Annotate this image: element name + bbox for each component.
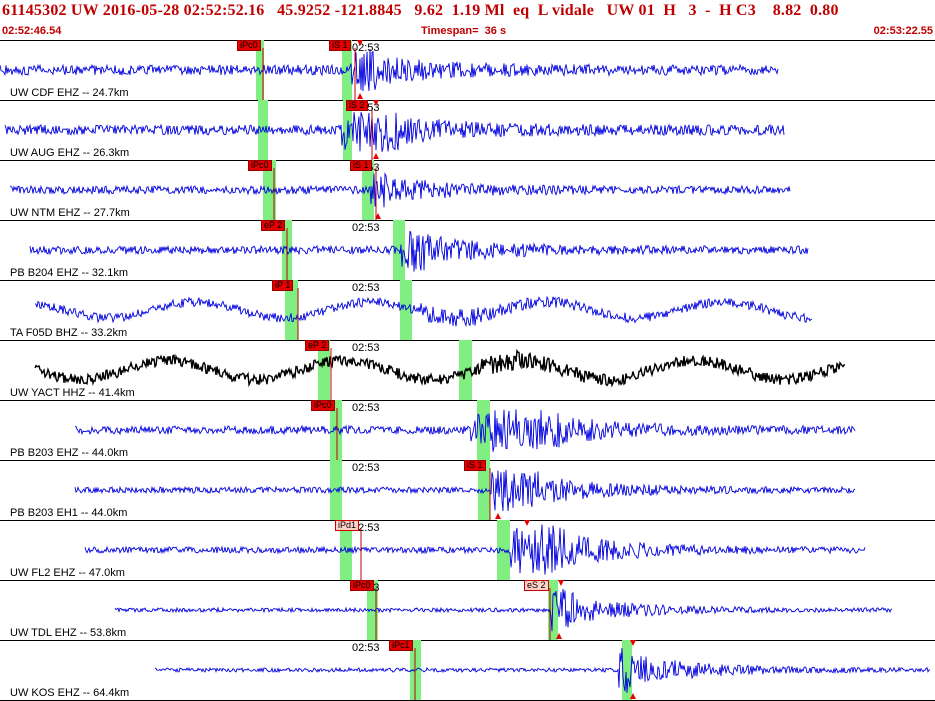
trace-panel[interactable]: 02:53 eP 2 PB B204 EHZ -- 32.1km — [0, 220, 935, 281]
waveform-trace[interactable] — [34, 348, 846, 388]
station-label: TA F05D BHZ -- 33.2km — [10, 327, 128, 339]
station-label: PB B204 EHZ -- 32.1km — [10, 267, 128, 279]
pick-triangle-icon — [558, 580, 564, 586]
trace-canvas — [74, 400, 856, 460]
minute-marker: 02:53 — [352, 462, 380, 474]
station-label: UW NTM EHZ -- 27.7km — [10, 207, 130, 219]
event-header: 61145302 UW 2016-05-28 02:52:52.16 45.92… — [0, 0, 935, 41]
station-label: UW YACT HHZ -- 41.4km — [10, 387, 135, 399]
pick-triangle-icon — [630, 693, 636, 699]
trace-canvas — [4, 100, 785, 160]
trace-canvas — [74, 460, 856, 520]
minute-marker: 02:53 — [352, 402, 380, 414]
pick-window — [285, 280, 298, 340]
waveform-trace[interactable] — [74, 469, 856, 512]
waveform-trace[interactable] — [34, 295, 813, 328]
station-label: UW CDF EHZ -- 24.7km — [10, 87, 129, 99]
waveform-trace[interactable] — [0, 48, 779, 92]
station-label: UW KOS EHZ -- 64.4km — [10, 687, 130, 699]
waveform-trace[interactable] — [114, 588, 893, 632]
station-label: UW AUG EHZ -- 26.3km — [10, 147, 130, 159]
pick-triangle-icon — [357, 93, 363, 99]
waveform-trace[interactable] — [4, 112, 785, 152]
pick-triangle-icon — [556, 633, 562, 639]
trace-canvas — [154, 640, 931, 700]
minute-marker: 02:53 — [352, 222, 380, 234]
pick-label[interactable]: iS 1 — [350, 160, 372, 171]
trace-canvas — [114, 580, 893, 640]
trace-panel[interactable]: 02:53 iP 1 TA F05D BHZ -- 33.2km — [0, 280, 935, 341]
trace-panel[interactable]: 02:53 iPc1 UW KOS EHZ -- 64.4km — [0, 640, 935, 701]
pick-window — [330, 400, 342, 460]
pick-label[interactable]: iPc0 — [248, 160, 272, 171]
trace-panel[interactable]: 02:53 iPd1 UW FL2 EHZ -- 47.0km — [0, 520, 935, 581]
pick-window — [362, 160, 374, 220]
trace-canvas — [0, 40, 779, 100]
waveform-trace[interactable] — [74, 409, 856, 452]
pick-label[interactable]: iS 1 — [329, 40, 351, 51]
pick-window — [258, 100, 268, 160]
pick-triangle-icon — [375, 213, 381, 219]
trace-canvas — [84, 520, 866, 580]
trace-panel[interactable]: 02:53 iS 1 PB B203 EH1 -- 44.0km — [0, 460, 935, 521]
pick-window — [342, 40, 352, 100]
pick-triangle-icon — [495, 513, 501, 519]
waveform-trace[interactable] — [154, 647, 931, 693]
minute-marker: 02:53 — [352, 342, 380, 354]
pick-window — [318, 340, 330, 400]
pick-label[interactable]: iPc0 — [237, 40, 261, 51]
pick-label[interactable]: iPc0 — [350, 580, 374, 591]
pick-label[interactable]: eP 2 — [261, 220, 286, 231]
pick-label[interactable]: iS 1 — [464, 460, 486, 471]
pick-triangle-icon — [357, 40, 363, 46]
pick-triangle-icon — [373, 153, 379, 159]
minute-marker: 02:53 — [352, 282, 380, 294]
pick-label[interactable]: eS 2 — [524, 580, 549, 591]
pick-triangle-icon — [373, 100, 379, 106]
station-label: PB B203 EH1 -- 44.0km — [10, 507, 128, 519]
pick-window — [256, 40, 264, 100]
waveform-trace[interactable] — [29, 230, 809, 272]
waveform-trace[interactable] — [9, 172, 791, 208]
trace-canvas — [34, 340, 846, 400]
station-label: UW FL2 EHZ -- 47.0km — [10, 567, 125, 579]
trace-panel[interactable]: 02:53iPc0eS 2UW TDL EHZ -- 53.8km — [0, 580, 935, 641]
waveform-trace[interactable] — [84, 524, 866, 575]
timespan-label: Timespan= 36 s — [421, 25, 507, 37]
pick-label[interactable]: iS 2 — [346, 100, 368, 111]
event-title: 61145302 UW 2016-05-28 02:52:52.16 45.92… — [2, 2, 839, 19]
pick-label[interactable]: iPc1 — [389, 640, 413, 651]
station-label: UW TDL EHZ -- 53.8km — [10, 627, 127, 639]
pick-label[interactable]: iPd1 — [335, 520, 360, 531]
pick-window — [478, 460, 490, 520]
end-time: 02:53:22.55 — [873, 25, 933, 37]
seismogram-panels[interactable]: 02:53 iPc0 iS 1 UW CDF EHZ -- 24.7km 02:53 iS… — [0, 40, 935, 701]
pick-label[interactable]: eP 2 — [305, 340, 330, 351]
trace-canvas — [29, 220, 809, 280]
pick-label[interactable]: iP 1 — [272, 280, 294, 291]
trace-canvas — [9, 160, 791, 220]
pick-window — [622, 640, 632, 700]
minute-marker: 02:53 — [352, 642, 380, 654]
trace-panel[interactable]: 02:53 iPc0 PB B203 EHZ -- 44.0km — [0, 400, 935, 461]
trace-canvas — [34, 280, 813, 340]
pick-label[interactable]: iPc0 — [311, 400, 335, 411]
station-label: PB B203 EHZ -- 44.0km — [10, 447, 128, 459]
pick-triangle-icon — [630, 640, 636, 646]
start-time: 02:52:46.54 — [2, 25, 62, 37]
pick-triangle-icon — [524, 520, 530, 526]
trace-panel[interactable]: 02:53 iPc0 iS 1 UW CDF EHZ -- 24.7km — [0, 40, 935, 101]
trace-panel[interactable]: 02:53 eP 2 UW YACT HHZ -- 41.4km — [0, 340, 935, 401]
